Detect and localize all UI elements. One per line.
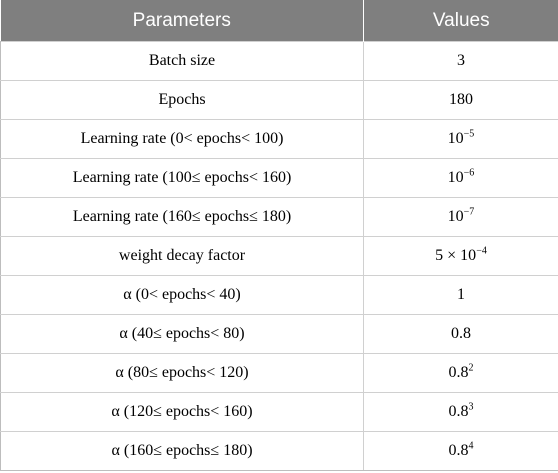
parameter-cell: weight decay factor (0, 236, 364, 276)
value-base: 3 (457, 52, 465, 69)
value-base: 0.8 (448, 403, 469, 420)
value-cell: 5 × 10−4 (363, 236, 558, 276)
parameter-cell: Epochs (0, 80, 364, 120)
table-body: Batch size 3 Epochs 180 Learning rate (0… (0, 41, 558, 471)
parameter-cell: α (160≤ epochs≤ 180) (0, 431, 364, 471)
value-cell: 10−6 (363, 158, 558, 198)
value-base: 10 (447, 208, 464, 225)
table-row: α (160≤ epochs≤ 180) 0.84 (0, 431, 558, 471)
parameter-cell: α (80≤ epochs< 120) (0, 353, 364, 393)
value-base: 1 (457, 286, 465, 303)
table-header: Parameters Values (0, 0, 558, 42)
value-cell: 0.82 (363, 353, 558, 393)
value-cell: 1 (363, 275, 558, 315)
table-row: Learning rate (160≤ epochs≤ 180) 10−7 (0, 197, 558, 237)
value-exponent: 2 (468, 362, 474, 374)
table-row: α (120≤ epochs< 160) 0.83 (0, 392, 558, 432)
header-row: Parameters Values (0, 0, 558, 42)
value-exponent: 4 (468, 440, 474, 452)
parameter-cell: Learning rate (0< epochs< 100) (0, 119, 364, 159)
value-base: 0.8 (448, 364, 469, 381)
parameter-cell: Learning rate (100≤ epochs< 160) (0, 158, 364, 198)
table-row: Epochs 180 (0, 80, 558, 120)
value-exponent: 3 (468, 401, 474, 413)
table-row: α (80≤ epochs< 120) 0.82 (0, 353, 558, 393)
parameter-cell: α (0< epochs< 40) (0, 275, 364, 315)
value-cell: 180 (363, 80, 558, 120)
value-cell: 10−7 (363, 197, 558, 237)
value-cell: 0.8 (363, 314, 558, 354)
value-exponent: −5 (463, 128, 475, 140)
parameter-cell: α (40≤ epochs< 80) (0, 314, 364, 354)
value-base: 180 (449, 91, 473, 108)
parameter-cell: α (120≤ epochs< 160) (0, 392, 364, 432)
value-cell: 0.84 (363, 431, 558, 471)
value-exponent: −4 (476, 245, 487, 257)
value-cell: 3 (363, 41, 558, 81)
value-cell: 0.83 (363, 392, 558, 432)
value-base: 10 (447, 130, 464, 147)
value-base: 0.8 (451, 325, 471, 342)
value-exponent: −6 (463, 167, 475, 179)
table-row: Learning rate (0< epochs< 100) 10−5 (0, 119, 558, 159)
parameter-cell: Learning rate (160≤ epochs≤ 180) (0, 197, 364, 237)
table-row: Learning rate (100≤ epochs< 160) 10−6 (0, 158, 558, 198)
value-base: 0.8 (448, 442, 469, 459)
table-row: Batch size 3 (0, 41, 558, 81)
table-row: weight decay factor 5 × 10−4 (0, 236, 558, 276)
parameter-cell: Batch size (0, 41, 364, 81)
header-parameters: Parameters (0, 0, 364, 42)
value-base: 5 × 10 (435, 247, 477, 264)
value-exponent: −7 (463, 206, 475, 218)
value-cell: 10−5 (363, 119, 558, 159)
table-row: α (0< epochs< 40) 1 (0, 275, 558, 315)
header-values: Values (363, 0, 558, 42)
value-base: 10 (447, 169, 464, 186)
table-row: α (40≤ epochs< 80) 0.8 (0, 314, 558, 354)
